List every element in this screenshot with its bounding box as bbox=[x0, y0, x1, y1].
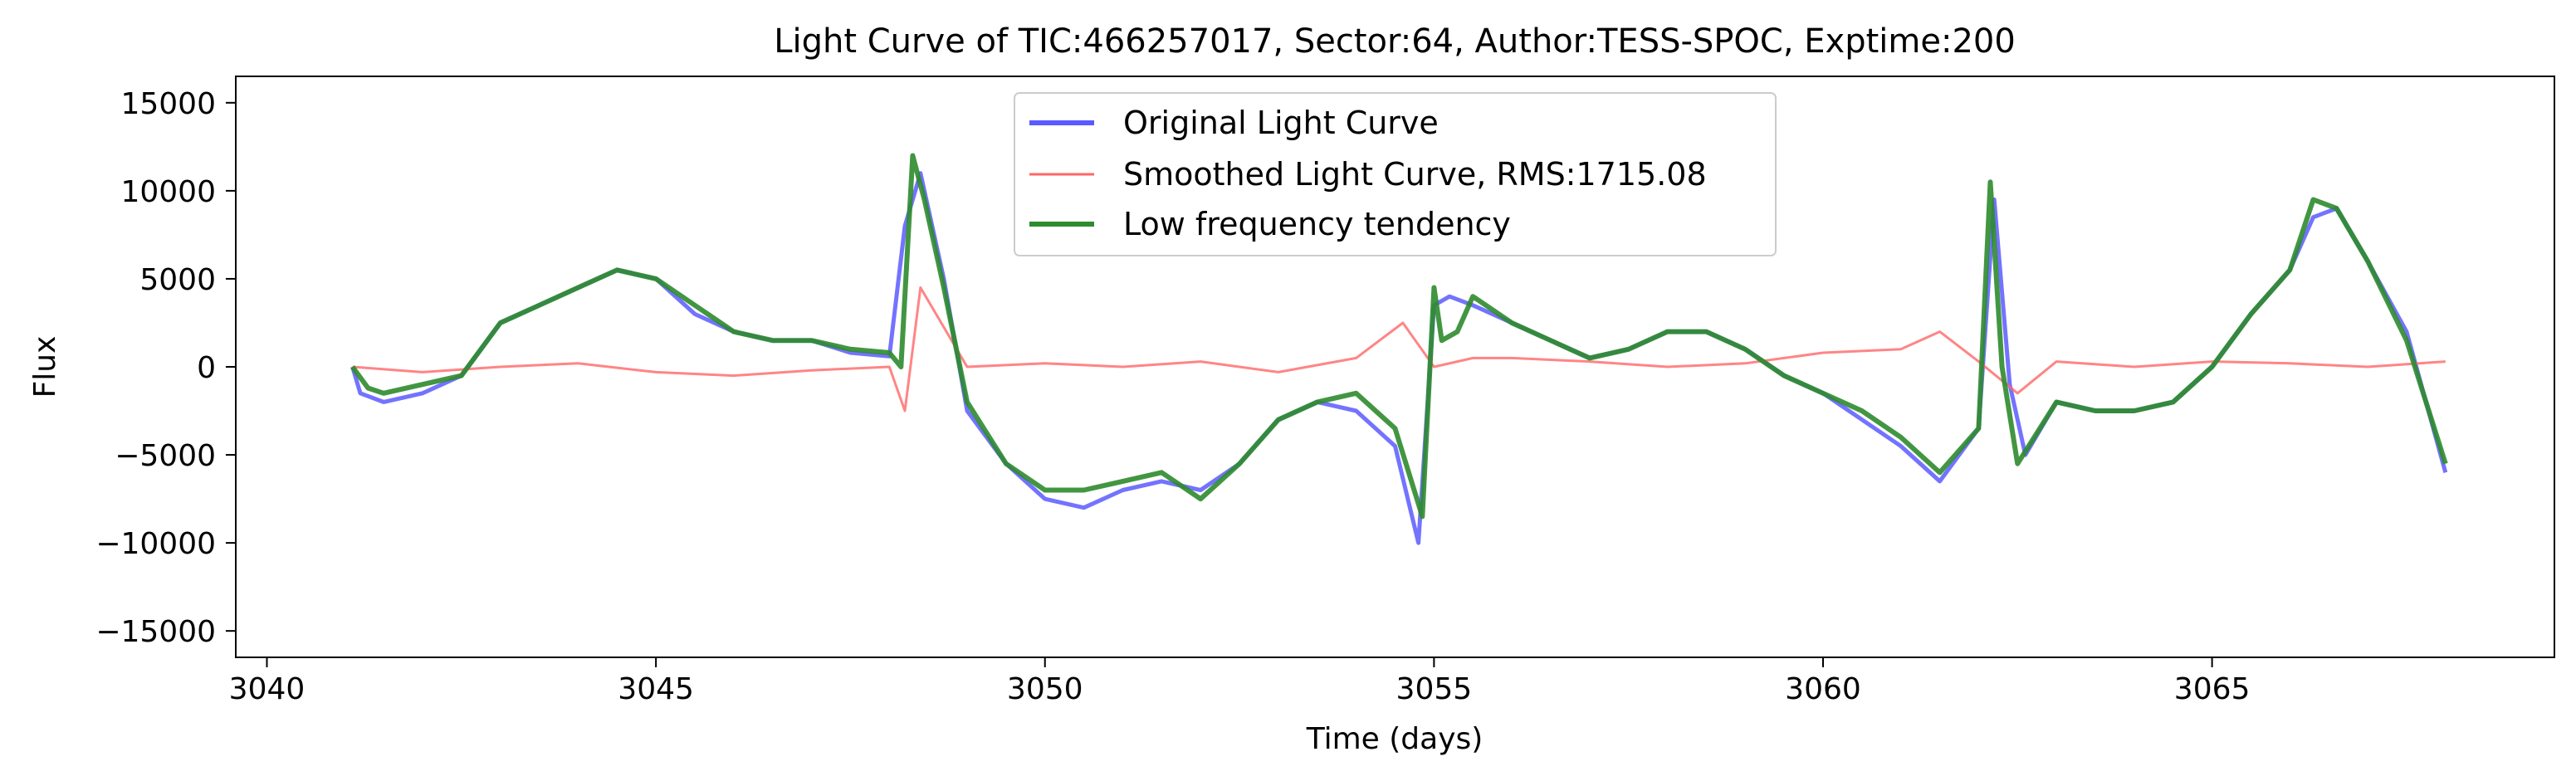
y-tick-label: 10000 bbox=[120, 175, 216, 209]
x-tick-label: 3045 bbox=[618, 672, 694, 706]
legend: Original Light Curve Smoothed Light Curv… bbox=[1014, 92, 1777, 256]
legend-box bbox=[1014, 92, 1777, 256]
x-axis: 3040 3045 3050 3055 3060 3065 bbox=[229, 657, 2251, 706]
x-tick-label: 3050 bbox=[1007, 672, 1083, 706]
y-tick-label: −10000 bbox=[95, 527, 216, 561]
y-axis: −15000 −10000 −5000 0 5000 10000 15000 bbox=[95, 87, 236, 649]
x-tick-label: 3065 bbox=[2174, 672, 2251, 706]
y-tick-label: −5000 bbox=[115, 439, 216, 473]
low-frequency-tendency-line bbox=[350, 153, 2448, 520]
x-tick-label: 3060 bbox=[1785, 672, 1861, 706]
legend-label-original: Original Light Curve bbox=[1123, 105, 1439, 141]
x-tick-label: 3040 bbox=[229, 672, 306, 706]
legend-label-smoothed: Smoothed Light Curve, RMS:1715.08 bbox=[1123, 156, 1707, 193]
y-axis-label: Flux bbox=[28, 336, 62, 398]
x-axis-label: Time (days) bbox=[1306, 722, 1484, 756]
y-tick-label: 15000 bbox=[120, 87, 216, 121]
legend-label-tendency: Low frequency tendency bbox=[1123, 206, 1511, 242]
chart-title: Light Curve of TIC:466257017, Sector:64,… bbox=[774, 22, 2016, 61]
smoothed-light-curve-line bbox=[352, 286, 2446, 412]
y-tick-label: 5000 bbox=[139, 263, 216, 297]
x-tick-label: 3055 bbox=[1396, 672, 1473, 706]
y-tick-label: −15000 bbox=[95, 615, 216, 649]
series-layer bbox=[350, 153, 2448, 545]
y-tick-label: 0 bbox=[197, 351, 216, 385]
